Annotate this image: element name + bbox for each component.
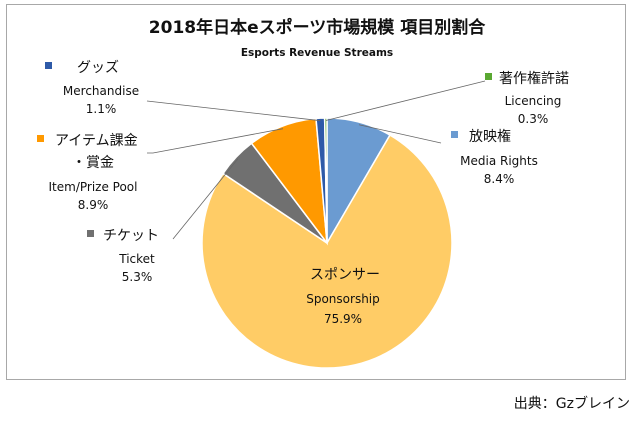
chart-frame: 2018年日本eスポーツ市場規模 項目別割合 Esports Revenue S… [6, 4, 626, 380]
pie-chart: 2018年日本eスポーツ市場規模 項目別割合 Esports Revenue S… [37, 17, 569, 369]
label-merchandise-value: 1.1% [86, 102, 117, 116]
pie-slices [201, 117, 453, 369]
legend-swatch-item-prize [37, 135, 44, 142]
label-ticket-value: 5.3% [122, 270, 153, 284]
label-ticket-en: Ticket [118, 252, 155, 266]
label-media-rights-en: Media Rights [460, 154, 538, 168]
label-media-rights-value: 8.4% [484, 172, 515, 186]
label-media-rights-jp: 放映権 [469, 128, 511, 145]
label-sponsorship-jp: スポンサー [310, 267, 380, 283]
slice-labels: 放映権 Media Rights 8.4% スポンサー Sponsorship 75.9%… [37, 60, 569, 326]
source-note: 出典：Gzブレイン [513, 396, 630, 412]
leader-lines [146, 80, 486, 240]
label-licencing-jp: 著作権許諾 [499, 70, 569, 87]
label-ticket-jp: チケット [103, 228, 159, 244]
label-licencing-value: 0.3% [518, 112, 549, 126]
legend-swatch-ticket [87, 230, 94, 237]
label-licencing-en: Licencing [505, 94, 562, 108]
label-sponsorship-en: Sponsorship [306, 292, 380, 306]
label-item-prize-jp: アイテム課金 [55, 133, 138, 149]
leader-media-rights [358, 124, 442, 144]
legend-swatch-merchandise [45, 62, 52, 69]
leader-ticket [172, 158, 239, 240]
legend-swatch-media-rights [451, 131, 458, 138]
chart-subtitle: Esports Revenue Streams [241, 47, 393, 59]
leader-merchandise [146, 100, 321, 122]
label-item-prize-value: 8.9% [78, 198, 109, 212]
label-item-prize-jp2: ・賞金 [72, 155, 114, 171]
leader-item-prize [147, 128, 284, 154]
pie-slice-1 [201, 134, 453, 369]
label-item-prize-en: Item/Prize Pool [49, 180, 138, 194]
leader-licencing [325, 80, 486, 121]
legend-swatch-licencing [485, 73, 492, 80]
label-merchandise-jp: グッズ [77, 60, 119, 76]
chart-title: 2018年日本eスポーツ市場規模 項目別割合 [149, 17, 486, 38]
pie-slice-5 [323, 117, 328, 244]
label-sponsorship-value: 75.9% [324, 312, 362, 326]
label-merchandise-en: Merchandise [63, 84, 139, 98]
